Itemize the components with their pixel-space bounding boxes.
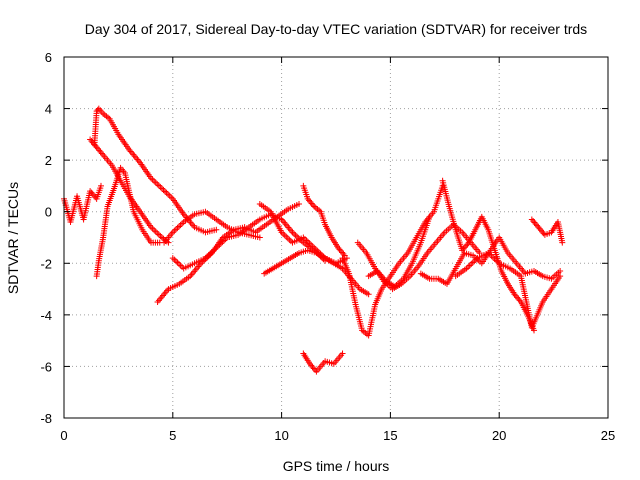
plot-frame — [63, 56, 609, 419]
y-tick-label: -8 — [40, 411, 52, 426]
x-tick-label: 20 — [492, 428, 506, 443]
series-trace-7 — [161, 208, 263, 246]
y-tick-label: -4 — [40, 308, 52, 323]
x-tick-labels: 0 5 10 15 20 25 — [60, 428, 615, 443]
y-axis-label: SDTVAR / TECUs — [5, 182, 21, 294]
data-point — [559, 239, 566, 246]
data-point — [557, 268, 564, 275]
x-tick-label: 15 — [383, 428, 397, 443]
y-tick-label: 2 — [45, 153, 52, 168]
data-point — [339, 350, 346, 357]
x-axis-label: GPS time / hours — [283, 458, 390, 474]
chart-title: Day 304 of 2017, Sidereal Day-to-day VTE… — [85, 21, 587, 37]
x-tick-label: 5 — [169, 428, 176, 443]
series-trace-11 — [300, 350, 346, 375]
data-point — [296, 200, 303, 207]
tick-marks — [63, 56, 609, 419]
series-trace-12 — [339, 182, 446, 339]
series-trace-15 — [417, 234, 564, 287]
series-trace-10 — [300, 182, 348, 259]
data-point — [213, 226, 220, 233]
data-point — [426, 213, 433, 220]
y-tick-label: 6 — [45, 50, 52, 65]
x-tick-label: 10 — [274, 428, 288, 443]
series-trace-16 — [439, 177, 538, 334]
data-point — [256, 234, 263, 241]
y-tick-label: 0 — [45, 205, 52, 220]
series-trace-4 — [93, 164, 163, 280]
y-tick-labels: -8 -6 -4 -2 0 2 4 6 — [40, 50, 52, 426]
y-tick-label: 4 — [45, 102, 52, 117]
series-trace-18 — [528, 216, 566, 246]
data-point — [365, 291, 372, 298]
series-trace-14 — [365, 213, 433, 290]
x-tick-label: 0 — [60, 428, 67, 443]
series-trace-2 — [91, 105, 220, 236]
data-point — [97, 182, 104, 189]
series-trace-17 — [452, 249, 564, 331]
data-point — [557, 273, 564, 280]
data-marks — [61, 105, 566, 375]
y-tick-label: -2 — [40, 256, 52, 271]
series-trace-1 — [61, 182, 104, 226]
y-tick-label: -6 — [40, 359, 52, 374]
x-tick-label: 25 — [601, 428, 615, 443]
